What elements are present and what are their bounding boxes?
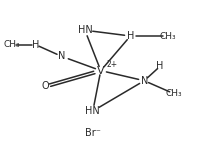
Text: Br⁻: Br⁻ [84,128,100,138]
Text: HN: HN [85,106,100,116]
Text: N: N [140,76,147,86]
Text: H: H [126,31,133,41]
Text: H: H [156,61,163,71]
Text: H: H [32,40,39,50]
Text: HN: HN [77,25,92,35]
Text: 2+: 2+ [106,60,117,69]
Text: O: O [41,81,49,91]
Text: CH₃: CH₃ [165,89,181,98]
Text: V: V [96,66,104,76]
Text: CH₃: CH₃ [159,31,175,41]
Text: CH₃: CH₃ [3,40,20,49]
Text: N: N [57,51,65,61]
